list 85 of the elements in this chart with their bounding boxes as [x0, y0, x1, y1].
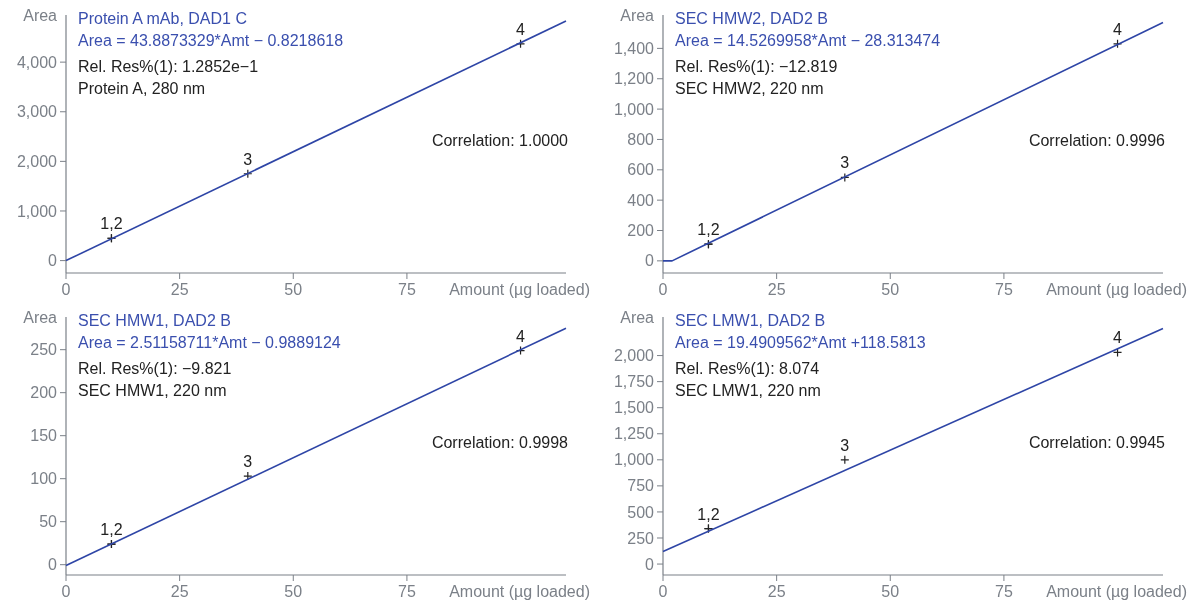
y-axis-title: Area	[23, 7, 58, 24]
text: Area = 14.5269958*Amt − 28.313474	[675, 32, 941, 49]
x-tick-label: 50	[284, 281, 303, 298]
annotation: 1,2	[697, 505, 720, 523]
y-tick-label: 200	[627, 222, 655, 240]
point	[243, 471, 253, 481]
y-tick-label: 2,000	[613, 347, 655, 365]
y-tick-label: 2,000	[16, 152, 58, 170]
annotation: Rel. Res%(1): −12.819	[675, 58, 838, 75]
x-tick-label: 0	[658, 583, 668, 600]
y-tick-label: 4,000	[16, 53, 58, 71]
x-tick-label: 75	[995, 583, 1013, 600]
x-axis-title: Amount (µg loaded)	[449, 281, 590, 298]
y-tick-label: 1,500	[613, 399, 655, 417]
x-tick-label: 0	[61, 281, 71, 298]
x-tick-label: 0	[61, 583, 71, 600]
annotation: 1,2	[697, 221, 720, 239]
y-tick-label: 0	[645, 252, 655, 270]
y-tick-label: 50	[39, 513, 58, 531]
annotation: Correlation: 1.0000	[431, 132, 569, 149]
y-tick-label: 1,400	[613, 39, 655, 57]
y-tick-label: 200	[30, 384, 58, 402]
y-axis-title: Area	[620, 7, 655, 24]
annotation: Rel. Res%(1): −9.821	[78, 360, 232, 377]
y-tick-label: 400	[627, 191, 655, 209]
x-tick-label: 50	[284, 583, 303, 600]
y-tick-label: 750	[627, 477, 655, 495]
x-tick-label: 25	[170, 583, 189, 600]
y-tick-label: 600	[627, 161, 655, 179]
chart-title: SEC LMW1, DAD2 B	[675, 312, 826, 329]
chart-title: Protein A mAb, DAD1 C	[78, 10, 247, 27]
x-tick-label: 25	[767, 583, 786, 600]
annotation: Rel. Res%(1): 8.074	[675, 360, 820, 377]
annotation: 4	[1113, 329, 1123, 347]
x-tick-label: 75	[995, 281, 1013, 298]
annotation: 3	[840, 154, 850, 172]
annotation: 3	[243, 453, 253, 471]
y-tick-label: 1,250	[613, 425, 655, 443]
y-tick-label: 250	[627, 529, 655, 547]
chart-title: SEC HMW1, DAD2 B	[78, 312, 231, 329]
x-axis-title: Amount (µg loaded)	[1046, 583, 1187, 600]
annotation: SEC HMW2, 220 nm	[675, 80, 824, 97]
y-tick-label: 3,000	[16, 103, 58, 121]
annotation: Protein A, 280 nm	[78, 80, 206, 97]
annotation: 4	[1113, 20, 1123, 38]
x-tick-label: 0	[658, 281, 668, 298]
x-tick-label: 50	[881, 281, 900, 298]
annotation: Correlation: 0.9996	[1028, 132, 1166, 149]
y-tick-label: 500	[627, 503, 655, 521]
x-tick-label: 25	[767, 281, 786, 298]
annotation: 3	[243, 150, 253, 168]
annotation: Correlation: 0.9945	[1028, 434, 1166, 451]
y-tick-label: 150	[30, 427, 58, 445]
y-tick-label: 800	[627, 131, 655, 149]
y-tick-label: 1,000	[613, 100, 655, 118]
annotation: Correlation: 0.9998	[431, 434, 569, 451]
y-tick-label: 1,000	[613, 451, 655, 469]
y-tick-label: 0	[645, 555, 655, 573]
text: Area = 43.8873329*Amt − 0.8218618	[78, 32, 344, 49]
annotation: 1,2	[100, 521, 123, 539]
x-axis-title: Amount (µg loaded)	[449, 583, 590, 600]
y-tick-label: 0	[48, 556, 58, 574]
x-tick-label: 50	[881, 583, 900, 600]
text: Area = 2.51158711*Amt − 0.9889124	[78, 334, 341, 351]
x-tick-label: 75	[398, 281, 416, 298]
x-tick-label: 75	[398, 583, 416, 600]
annotation: 4	[516, 327, 526, 345]
y-axis-title: Area	[23, 309, 58, 326]
annotation: 1,2	[100, 215, 123, 233]
annotation: SEC LMW1, 220 nm	[675, 382, 821, 399]
annotation: SEC HMW1, 220 nm	[78, 382, 227, 399]
x-axis-title: Amount (µg loaded)	[1046, 281, 1187, 298]
y-tick-label: 1,200	[613, 70, 655, 88]
y-axis-title: Area	[620, 309, 655, 326]
annotation: Rel. Res%(1): 1.2852e−1	[78, 58, 259, 75]
y-tick-label: 100	[30, 470, 58, 488]
text: Area = 19.4909562*Amt +118.5813	[675, 334, 926, 351]
y-tick-label: 1,000	[16, 202, 58, 220]
chart-title: SEC HMW2, DAD2 B	[675, 10, 828, 27]
y-tick-label: 1,750	[613, 373, 655, 391]
x-tick-label: 25	[170, 281, 189, 298]
y-tick-label: 250	[30, 341, 58, 359]
y-tick-label: 0	[48, 252, 58, 270]
annotation: 3	[840, 436, 850, 454]
annotation: 4	[516, 20, 526, 38]
